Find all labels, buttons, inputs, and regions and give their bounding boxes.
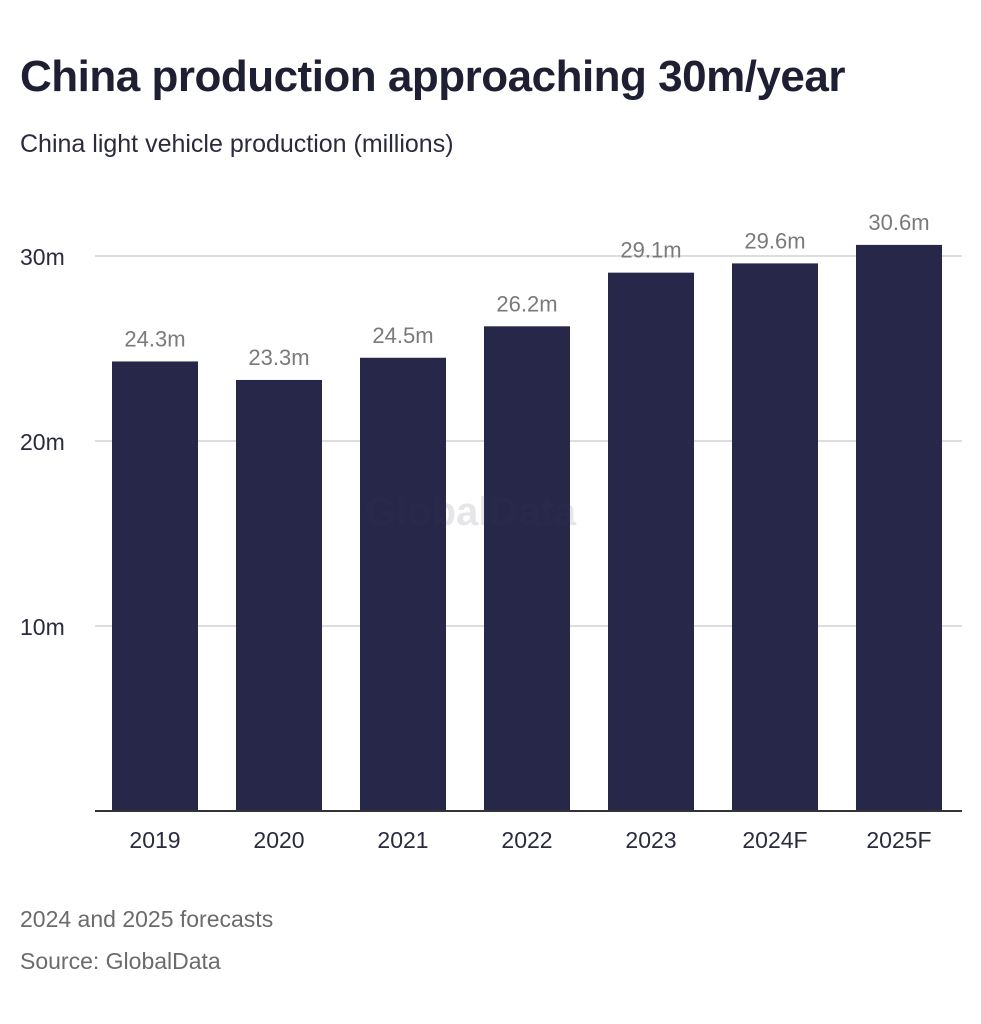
x-tick-label: 2022 xyxy=(501,827,552,853)
data-label: 30.6m xyxy=(868,210,929,235)
y-tick-label: 30m xyxy=(20,244,65,270)
chart-subtitle: China light vehicle production (millions… xyxy=(20,130,454,158)
bar-2020 xyxy=(236,379,322,811)
x-tick-label: 2020 xyxy=(253,827,304,853)
chart-title: China production approaching 30m/year xyxy=(20,52,845,101)
x-tick-label: 2021 xyxy=(377,827,428,853)
bar-2024F xyxy=(732,263,818,811)
source-note: Source: GlobalData xyxy=(20,948,221,974)
x-tick-label: 2025F xyxy=(866,827,931,853)
y-tick-label: 20m xyxy=(20,429,65,455)
y-tick-label: 10m xyxy=(20,614,65,640)
bar-2022 xyxy=(484,326,570,811)
bar-2023 xyxy=(608,272,694,811)
data-label: 24.5m xyxy=(372,323,433,348)
data-label: 24.3m xyxy=(124,326,185,351)
data-label: 23.3m xyxy=(248,345,309,370)
x-tick-label: 2024F xyxy=(742,827,807,853)
bar-2025F xyxy=(856,244,942,811)
x-tick-label: 2023 xyxy=(625,827,676,853)
bar-2019 xyxy=(112,361,198,811)
data-label: 29.1m xyxy=(620,238,681,263)
data-label: 29.6m xyxy=(744,228,805,253)
watermark: GlobalData xyxy=(365,490,577,534)
forecast-note: 2024 and 2025 forecasts xyxy=(20,906,274,932)
data-label: 26.2m xyxy=(496,291,557,316)
x-tick-label: 2019 xyxy=(129,827,180,853)
bar-2021 xyxy=(360,357,446,811)
